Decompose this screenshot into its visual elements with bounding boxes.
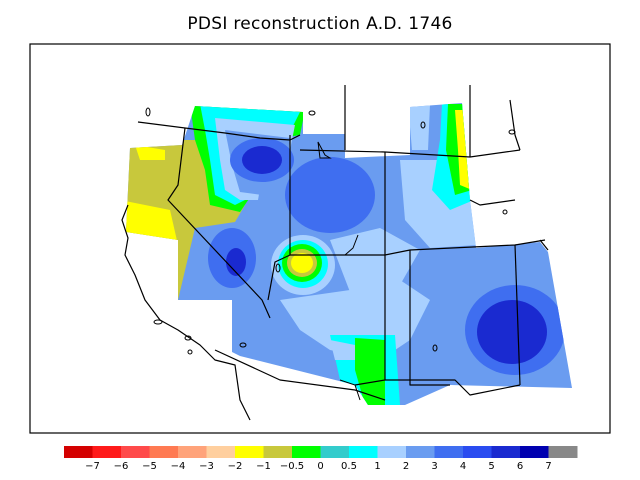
legend-swatch — [64, 446, 93, 458]
legend-tick-label: −7 — [85, 461, 100, 472]
legend-tick-label: 1 — [374, 461, 380, 472]
legend-tick-label: 4 — [460, 461, 466, 472]
legend-tick-label: −3 — [199, 461, 214, 472]
legend-swatch — [349, 446, 378, 458]
lakes — [145, 107, 516, 401]
legend-tick-label: −6 — [114, 461, 129, 472]
legend-swatch — [491, 446, 521, 458]
state-boundaries — [121, 85, 549, 421]
legend-tick-label: −0.5 — [280, 461, 304, 472]
legend-swatch — [463, 446, 492, 458]
legend-tick-label: 6 — [517, 461, 523, 472]
legend-tick-label: 2 — [403, 461, 409, 472]
legend-swatch — [92, 446, 122, 458]
map-title: PDSI reconstruction A.D. 1746 — [187, 14, 453, 34]
legend-tick-label: 7 — [545, 461, 551, 472]
legend-swatch — [178, 446, 207, 458]
legend-swatch — [292, 446, 321, 458]
legend-swatch — [377, 446, 407, 458]
legend-swatch — [434, 446, 464, 458]
legend-swatch — [520, 446, 549, 458]
legend-swatch — [548, 446, 578, 458]
legend-labels: −7 −6 −5 −4 −3 −2 −1 −0.5 0 0.5 1 2 3 4 5 6 7 — [85, 461, 552, 472]
legend-tick-label: 3 — [431, 461, 437, 472]
legend-tick-label: −5 — [142, 461, 157, 472]
legend-swatch — [320, 446, 350, 458]
legend-tick-label: −4 — [171, 461, 186, 472]
legend-tick-label: 0 — [317, 461, 323, 472]
legend-swatch — [206, 446, 236, 458]
legend-swatch — [149, 446, 179, 458]
legend-tick-label: −2 — [228, 461, 243, 472]
legend-swatch — [406, 446, 435, 458]
legend-tick-label: 5 — [488, 461, 494, 472]
legend-tick-label: −1 — [256, 461, 271, 472]
legend-swatch — [263, 446, 293, 458]
legend-swatch — [235, 446, 264, 458]
legend-color-boxes — [64, 446, 578, 458]
legend-tick-label: 0.5 — [341, 461, 357, 472]
legend-swatch — [121, 446, 150, 458]
